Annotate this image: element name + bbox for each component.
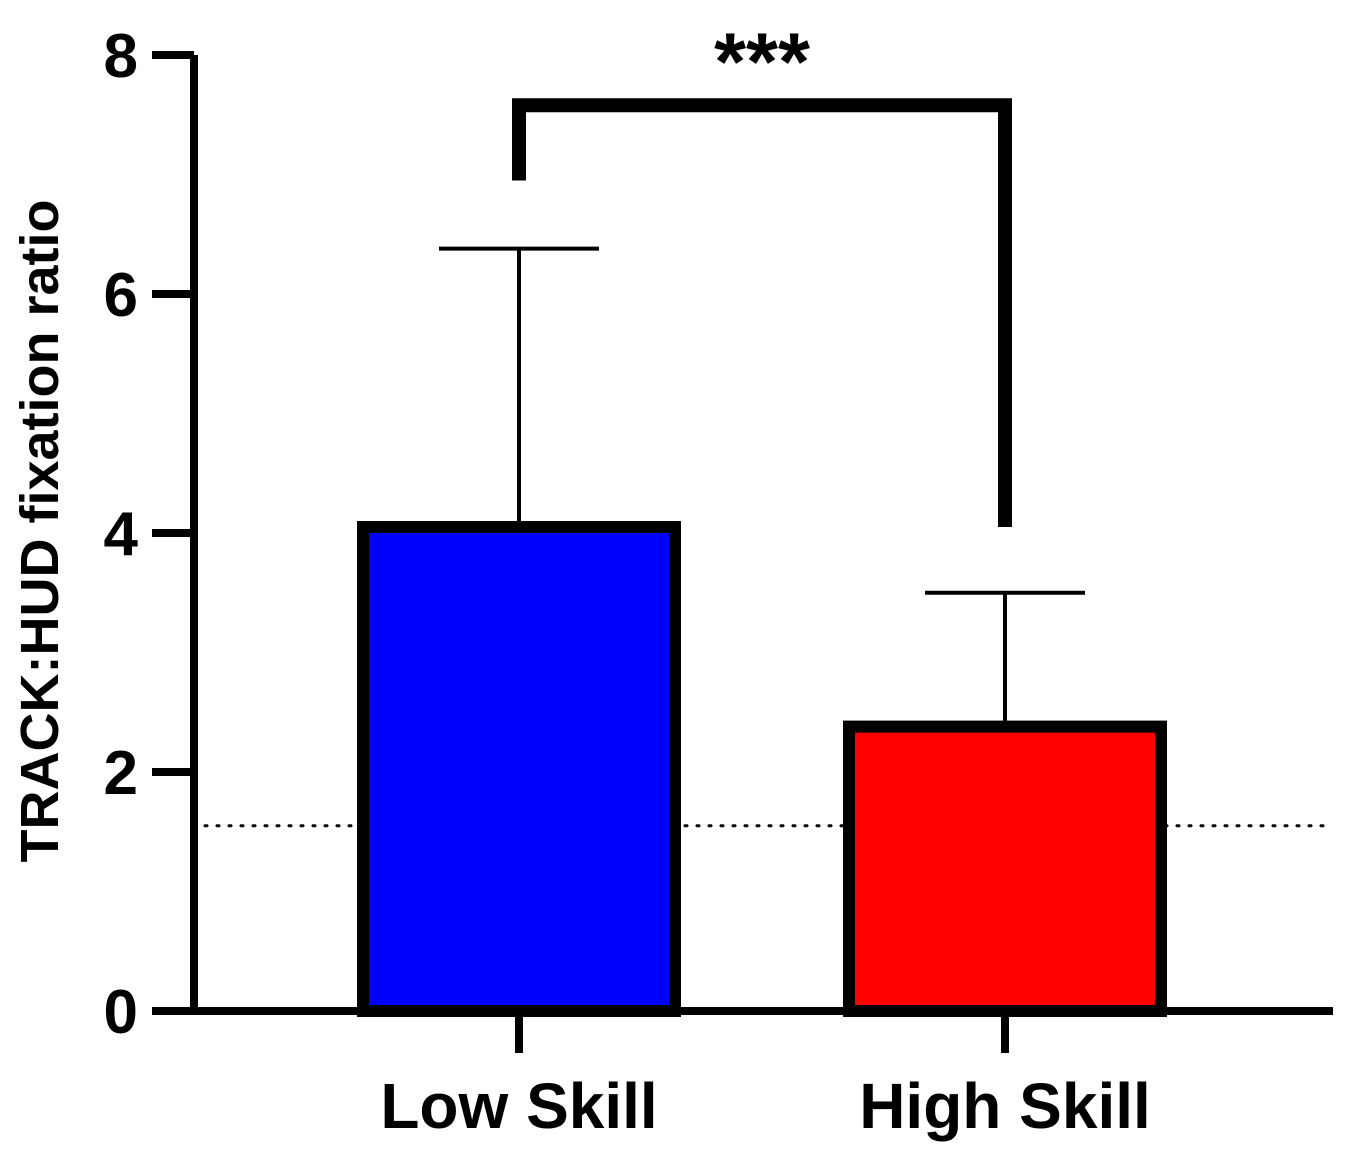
x-tick-label: High Skill	[859, 1070, 1151, 1142]
bars-layer	[357, 521, 1167, 1018]
y-axis-title: TRACK:HUD fixation ratio	[10, 200, 70, 863]
x-tick-label: Low Skill	[380, 1070, 657, 1142]
significance-layer	[512, 98, 1012, 528]
y-tick-label: 6	[104, 261, 138, 330]
ticks-layer: 0 2 4 6 8 Low Skill High Skill	[104, 22, 1151, 1142]
y-tick-label: 0	[104, 978, 138, 1047]
error-bars-layer	[439, 246, 1085, 727]
significance-bracket	[512, 98, 1012, 528]
bar-high-skill	[843, 720, 1167, 1018]
significance-label: ***	[714, 17, 810, 108]
y-tick-label: 4	[104, 500, 139, 569]
y-tick-label: 2	[104, 739, 138, 808]
bar-low-skill	[357, 521, 681, 1018]
y-tick-label: 8	[104, 22, 138, 91]
